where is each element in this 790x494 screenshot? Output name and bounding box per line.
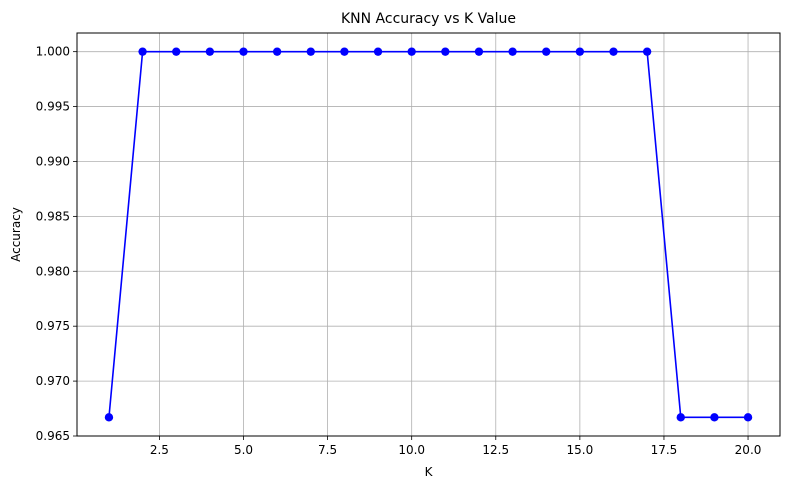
plot-frame — [76, 32, 781, 437]
data-point — [609, 47, 618, 56]
data-point — [407, 47, 416, 56]
axis-ticks: 2.5 5.0 7.5 10.0 12.5 15.0 17.5 20.0 0.965 0.970 0… — [36, 45, 762, 457]
series-layer — [104, 47, 753, 422]
data-point — [676, 413, 685, 422]
x-tick-label: 7.5 — [318, 443, 337, 457]
data-point — [743, 413, 753, 422]
data-point — [239, 47, 248, 56]
data-point — [575, 47, 585, 56]
y-tick-label: 0.975 — [36, 319, 70, 333]
data-point — [508, 47, 517, 56]
data-point — [542, 47, 551, 56]
x-tick-label: 15.0 — [567, 443, 594, 457]
y-tick-label: 0.980 — [36, 264, 70, 278]
x-tick-label: 5.0 — [234, 443, 253, 457]
x-tick-label: 20.0 — [735, 443, 762, 457]
series-line — [108, 50, 749, 419]
data-point — [373, 47, 383, 56]
y-axis-label: Accuracy — [9, 207, 23, 262]
y-tick-label: 0.990 — [36, 154, 70, 168]
y-tick-label: 0.985 — [36, 209, 70, 223]
data-point — [474, 47, 484, 56]
data-point — [272, 47, 282, 56]
y-tick-label: 0.970 — [36, 374, 70, 388]
data-point — [642, 47, 652, 56]
data-point — [340, 47, 349, 56]
y-tick-label: 0.995 — [36, 100, 70, 114]
x-axis-label: K — [425, 465, 434, 479]
data-point — [441, 47, 450, 56]
x-tick-label: 17.5 — [651, 443, 678, 457]
x-tick-label: 2.5 — [150, 443, 169, 457]
data-point — [710, 413, 719, 422]
data-point — [104, 413, 114, 422]
x-tick-label: 12.5 — [482, 443, 509, 457]
y-tick-label: 1.000 — [36, 45, 70, 59]
x-tick-label: 10.0 — [398, 443, 425, 457]
data-point — [205, 47, 215, 56]
data-point — [138, 47, 147, 56]
chart-title: KNN Accuracy vs K Value — [341, 11, 516, 27]
y-tick-label: 0.965 — [36, 429, 70, 443]
data-point — [172, 47, 181, 56]
data-point — [306, 47, 315, 56]
